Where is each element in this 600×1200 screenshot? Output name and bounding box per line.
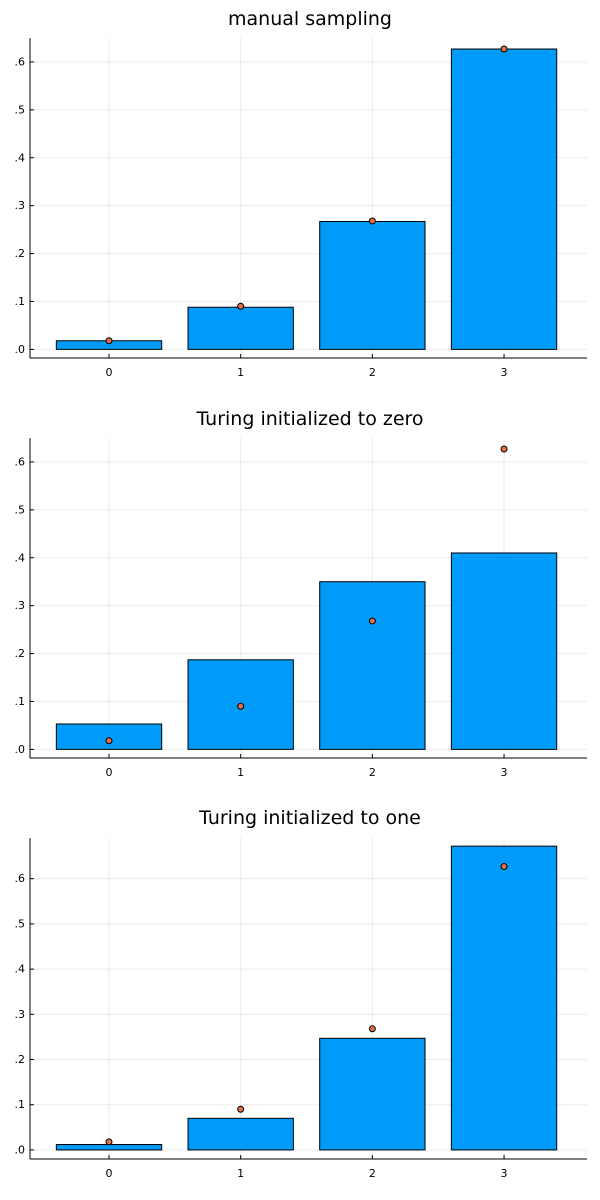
x-tick-label: 0: [106, 1167, 113, 1180]
x-tick-label: 1: [237, 766, 244, 779]
x-tick-label: 1: [237, 366, 244, 379]
y-tick-label: .4: [15, 963, 26, 976]
y-tick-label: .0: [15, 743, 26, 756]
bar-2: [319, 581, 426, 750]
y-tick-label: .0: [15, 343, 26, 356]
bar-2: [319, 220, 426, 350]
y-tick-label: .4: [15, 151, 26, 164]
y-tick-label: .5: [15, 103, 26, 116]
bar-0: [55, 723, 163, 750]
chart-panel-1: Turing initialized to zero .0 .1 .2 .3 .4 .5 .6…: [15, 408, 587, 779]
point-2: [368, 217, 376, 225]
y-tick-label: .5: [15, 503, 26, 516]
point-0: [105, 337, 113, 345]
point-1: [237, 1105, 245, 1113]
x-tick-label: 0: [106, 366, 113, 379]
bar-3: [450, 48, 558, 350]
x-tick-label: 2: [369, 366, 376, 379]
y-tick-label: .2: [15, 1053, 26, 1066]
point-0: [105, 737, 113, 745]
point-3: [500, 45, 508, 53]
bar-2: [319, 1037, 426, 1151]
x-tick-label: 2: [369, 766, 376, 779]
bar-3: [450, 845, 558, 1151]
x-tick-label: 1: [237, 1167, 244, 1180]
point-1: [237, 702, 245, 710]
y-tick-label: .6: [15, 55, 26, 68]
chart-panel-0: manual sampling .0 .1 .2 .3 .4 .5 .6 0 1 2 3: [15, 8, 587, 379]
x-tick-label: 3: [501, 1167, 508, 1180]
y-tick-label: .3: [15, 1008, 26, 1021]
bar-1: [187, 1117, 294, 1151]
bar-1: [187, 306, 294, 350]
y-tick-label: .2: [15, 247, 26, 260]
y-tick-label: .6: [15, 455, 26, 468]
y-tick-label: .1: [15, 1098, 26, 1111]
x-tick-label: 0: [106, 766, 113, 779]
y-tick-label: .4: [15, 551, 26, 564]
point-1: [237, 302, 245, 310]
chart-title: Turing initialized to one: [198, 807, 421, 829]
chart-title: manual sampling: [228, 8, 392, 30]
y-tick-label: .1: [15, 695, 26, 708]
point-2: [368, 617, 376, 625]
y-tick-label: .2: [15, 647, 26, 660]
y-tick-label: .0: [15, 1143, 26, 1156]
x-tick-label: 3: [501, 366, 508, 379]
bar-3: [450, 552, 558, 750]
x-tick-label: 3: [501, 766, 508, 779]
y-tick-label: .3: [15, 599, 26, 612]
x-tick-label: 2: [369, 1167, 376, 1180]
y-tick-label: .6: [15, 872, 26, 885]
chart-panel-2: Turing initialized to one .0 .1 .2 .3 .4 .5 .6 0…: [15, 807, 587, 1180]
point-3: [500, 445, 508, 453]
point-2: [368, 1025, 376, 1033]
point-0: [105, 1138, 113, 1146]
y-tick-label: .3: [15, 199, 26, 212]
chart-title: Turing initialized to zero: [195, 408, 423, 430]
point-3: [500, 862, 508, 870]
y-tick-label: .5: [15, 917, 26, 930]
bar-0: [55, 1144, 163, 1151]
y-tick-label: .1: [15, 295, 26, 308]
